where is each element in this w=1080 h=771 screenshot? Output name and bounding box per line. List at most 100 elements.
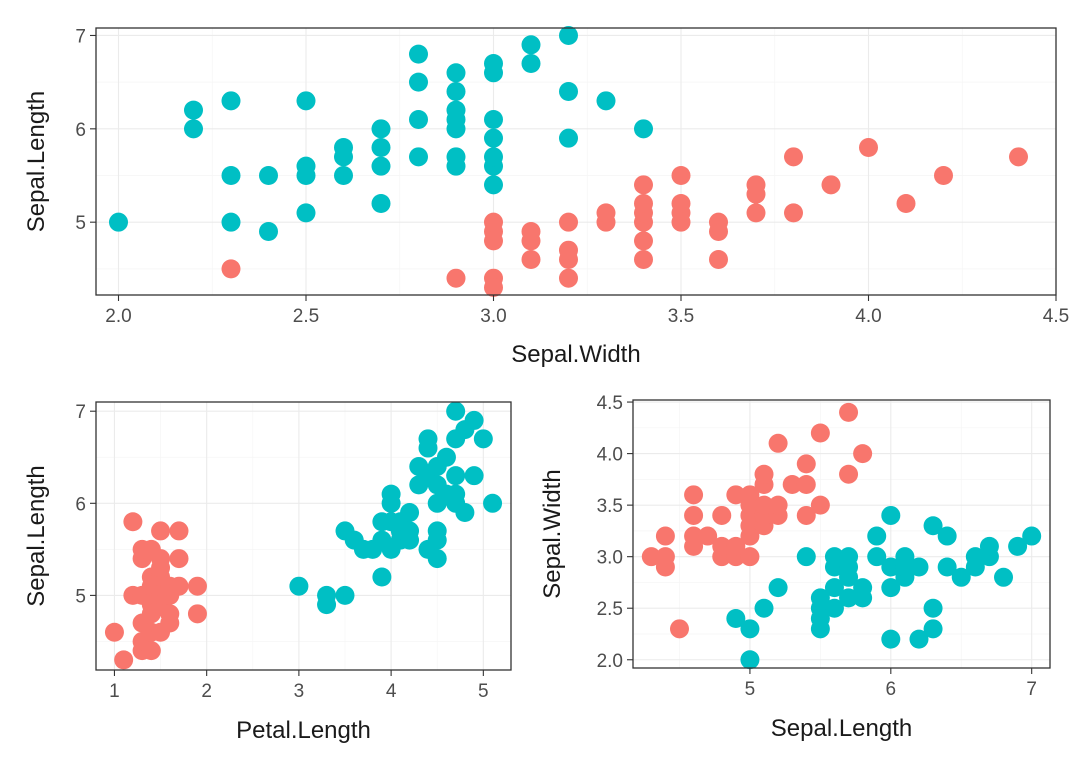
data-point xyxy=(726,609,746,629)
data-point xyxy=(784,203,803,223)
data-point xyxy=(484,128,503,148)
x-tick-label: 2.0 xyxy=(105,306,131,327)
series-setosa xyxy=(641,402,873,639)
data-point xyxy=(483,493,503,513)
y-tick-label: 7 xyxy=(75,402,86,423)
data-point xyxy=(754,598,774,618)
panel-border xyxy=(95,27,1057,296)
data-point xyxy=(934,166,953,186)
data-point xyxy=(400,521,420,541)
x-tick-label: 4 xyxy=(386,681,397,702)
data-point xyxy=(796,547,816,567)
data-point xyxy=(746,203,766,223)
data-point xyxy=(409,147,428,167)
data-point xyxy=(853,578,873,598)
y-tick-label: 5 xyxy=(75,213,86,234)
data-point xyxy=(684,526,704,546)
y-axis-title: Sepal.Length xyxy=(23,91,50,232)
data-point xyxy=(446,484,466,504)
panel-border xyxy=(632,399,1051,669)
data-point xyxy=(372,567,392,587)
data-point xyxy=(839,588,859,608)
data-point xyxy=(151,521,171,541)
y-tick-label: 6 xyxy=(75,120,86,141)
data-point xyxy=(559,81,578,101)
x-tick-label: 3.5 xyxy=(668,306,694,327)
data-point xyxy=(559,25,578,45)
data-point xyxy=(634,194,653,214)
data-point xyxy=(994,567,1014,587)
x-axis-title: Sepal.Length xyxy=(771,715,912,742)
data-point xyxy=(810,588,830,608)
data-point xyxy=(187,604,207,624)
data-point xyxy=(484,109,503,129)
data-point xyxy=(937,526,957,546)
x-tick-label: 7 xyxy=(1026,679,1037,700)
data-point xyxy=(839,547,859,567)
y-tick-label: 3.5 xyxy=(597,496,623,517)
data-point xyxy=(184,119,203,139)
data-point xyxy=(446,401,466,421)
data-point xyxy=(768,495,788,515)
data-point xyxy=(473,429,493,449)
data-point xyxy=(951,567,971,587)
data-point xyxy=(334,137,353,157)
data-point xyxy=(881,505,901,525)
data-point xyxy=(104,622,124,642)
x-axis-title: Sepal.Width xyxy=(511,341,640,368)
series-versicolor xyxy=(109,25,653,242)
data-point xyxy=(709,212,728,232)
data-point xyxy=(867,547,887,567)
data-point xyxy=(109,212,128,232)
data-point xyxy=(965,547,985,567)
data-point xyxy=(521,35,541,55)
data-point xyxy=(521,222,541,242)
data-point xyxy=(726,485,746,505)
data-point xyxy=(839,402,859,422)
data-point xyxy=(671,194,691,214)
y-tick-label: 4.0 xyxy=(597,445,623,466)
data-point xyxy=(559,212,578,232)
data-point xyxy=(669,619,689,639)
y-axis-title: Sepal.Length xyxy=(23,465,50,606)
data-point xyxy=(409,72,428,92)
data-point xyxy=(409,44,428,64)
x-tick-label: 3.0 xyxy=(480,306,506,327)
data-point xyxy=(484,175,503,195)
data-point xyxy=(740,547,760,567)
data-point xyxy=(634,119,653,139)
data-point xyxy=(446,268,466,288)
panel-top: 2.0 2.5 3.0 3.5 4.0 4.5 5 6 7 Sepal.Width Sepal.Le… xyxy=(23,25,1069,368)
data-point xyxy=(824,547,844,567)
data-point xyxy=(634,231,653,251)
data-point xyxy=(726,536,746,556)
data-point xyxy=(796,505,816,525)
data-point xyxy=(184,100,203,120)
data-point xyxy=(768,578,788,598)
data-point xyxy=(464,466,484,486)
data-point xyxy=(259,166,278,186)
data-point xyxy=(484,278,503,298)
y-tick-label: 2.5 xyxy=(597,599,623,620)
panel-bottom-left: 1 2 3 4 5 5 6 7 Petal.Length Sepal.Length xyxy=(23,401,512,744)
data-point xyxy=(371,156,391,176)
data-point xyxy=(746,175,766,195)
data-point xyxy=(484,147,503,167)
data-point xyxy=(296,91,316,111)
x-tick-label: 5 xyxy=(478,681,489,702)
data-point xyxy=(334,166,353,186)
data-point xyxy=(446,63,466,83)
data-point xyxy=(141,641,161,661)
data-point xyxy=(740,650,760,670)
data-point xyxy=(923,619,943,639)
data-point xyxy=(671,166,691,186)
data-point xyxy=(446,81,466,101)
data-point xyxy=(896,194,916,214)
data-point xyxy=(596,91,616,111)
data-point xyxy=(317,585,337,605)
data-point xyxy=(289,576,309,596)
data-point xyxy=(169,576,189,596)
data-point xyxy=(634,250,653,270)
data-point xyxy=(895,547,915,567)
